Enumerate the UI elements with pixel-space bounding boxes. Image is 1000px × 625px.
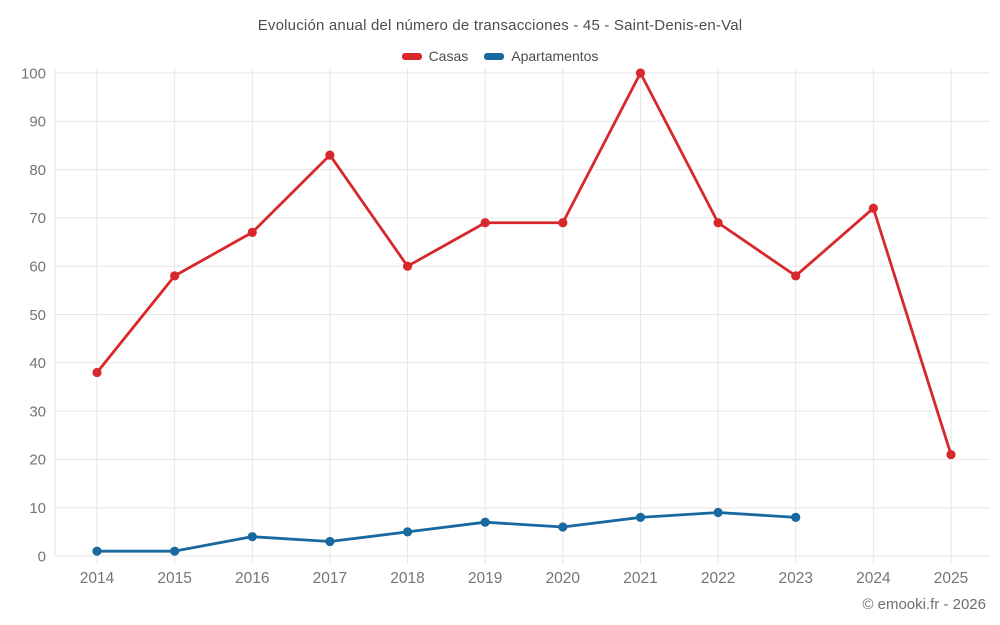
x-axis-tick-label: 2018 (390, 570, 424, 587)
x-axis-tick-label: 2025 (934, 570, 968, 587)
y-axis-tick-label: 50 (29, 307, 46, 324)
apartamentos-swatch-icon (484, 52, 505, 60)
chart-legend: Casas Apartamentos (0, 48, 1000, 64)
y-axis-tick-label: 70 (29, 210, 46, 227)
x-axis-tick-label: 2022 (701, 570, 735, 587)
x-axis-tick-label: 2019 (468, 570, 502, 587)
data-point-casas-2024[interactable] (868, 203, 878, 213)
data-point-casas-2015[interactable] (170, 271, 180, 281)
legend-item-casas[interactable]: Casas (401, 48, 469, 64)
data-point-casas-2019[interactable] (480, 218, 490, 228)
data-point-casas-2023[interactable] (791, 271, 801, 281)
data-point-casas-2016[interactable] (247, 227, 257, 237)
data-point-apartamentos-2016[interactable] (247, 532, 257, 542)
x-axis-tick-label: 2017 (313, 570, 347, 587)
x-axis-tick-label: 2024 (856, 570, 891, 587)
data-point-apartamentos-2015[interactable] (170, 546, 180, 556)
y-axis-tick-label: 20 (29, 452, 46, 469)
x-axis-tick-label: 2021 (623, 570, 657, 587)
series-line-apartamentos (95, 511, 798, 553)
y-axis-tick-label: 40 (29, 355, 46, 372)
data-point-casas-2022[interactable] (713, 218, 723, 228)
x-axis-tick-label: 2015 (157, 570, 191, 587)
x-axis-tick-label: 2023 (778, 570, 812, 587)
y-axis-tick-label: 90 (29, 114, 46, 131)
data-point-casas-2025[interactable] (946, 449, 956, 460)
series-line-casas (95, 71, 953, 456)
data-point-apartamentos-2017[interactable] (325, 536, 335, 547)
data-point-casas-2018[interactable] (402, 261, 413, 271)
legend-label-casas: Casas (428, 48, 469, 64)
data-point-apartamentos-2022[interactable] (713, 507, 723, 518)
data-point-apartamentos-2014[interactable] (92, 546, 102, 556)
y-axis-tick-label: 0 (38, 548, 46, 565)
data-point-casas-2020[interactable] (558, 218, 568, 228)
copyright-text: © emooki.fr - 2026 (862, 596, 986, 613)
y-axis-tick-label: 30 (29, 403, 46, 420)
legend-item-apartamentos[interactable]: Apartamentos (484, 48, 598, 64)
x-axis-tick-label: 2016 (235, 570, 269, 587)
data-point-apartamentos-2019[interactable] (480, 517, 490, 527)
data-point-casas-2017[interactable] (325, 150, 335, 160)
y-axis-tick-label: 10 (29, 500, 46, 517)
x-axis-tick-label: 2014 (80, 570, 115, 587)
y-axis-tick-label: 60 (29, 258, 46, 275)
data-point-apartamentos-2021[interactable] (635, 512, 646, 522)
data-point-casas-2014[interactable] (92, 367, 102, 378)
data-point-apartamentos-2020[interactable] (558, 522, 568, 532)
casas-swatch-icon (401, 52, 422, 60)
data-point-apartamentos-2018[interactable] (402, 527, 413, 537)
legend-label-apartamentos: Apartamentos (511, 48, 599, 64)
y-axis-tick-label: 80 (29, 162, 46, 179)
data-point-apartamentos-2023[interactable] (791, 512, 801, 522)
data-point-casas-2021[interactable] (635, 68, 646, 78)
chart-title: Evolución anual del número de transaccio… (257, 17, 743, 34)
y-axis-tick-label: 100 (21, 65, 46, 82)
x-axis-tick-label: 2020 (546, 570, 581, 587)
